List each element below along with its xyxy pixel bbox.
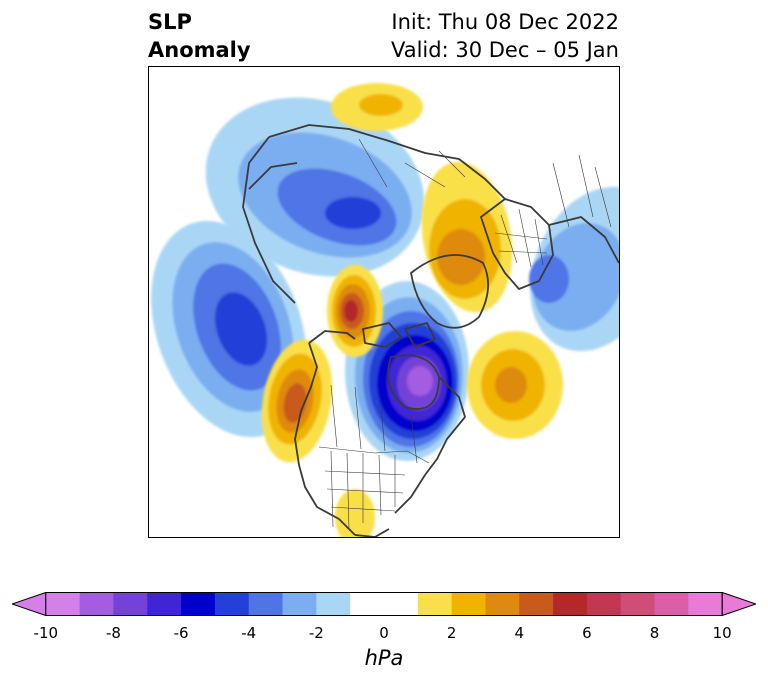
- map-panel: [148, 66, 620, 538]
- colorbar-cell: [147, 592, 182, 616]
- colorbar-tick-label: -4: [241, 624, 257, 642]
- init-date-label: Init: Thu 08 Dec 2022: [391, 10, 619, 34]
- coastlines: [242, 124, 619, 537]
- colorbar-cell: [384, 592, 419, 616]
- valid-date-label: Valid: 30 Dec – 05 Jan: [390, 38, 619, 62]
- anomaly-high-western-canada: [261, 339, 375, 537]
- anomaly-high-greenland: [421, 161, 513, 313]
- anomaly-high-north-atlantic: [467, 331, 563, 439]
- colorbar-cell: [553, 592, 588, 616]
- colorbar-tick-label: 8: [649, 624, 660, 642]
- anomaly-high-arctic: [327, 265, 383, 357]
- colorbar-cell: [688, 592, 723, 616]
- colorbar-tick-label: -6: [173, 624, 189, 642]
- anomaly-high-east-siberia: [331, 83, 423, 131]
- anomaly-low-north-russia: [205, 97, 425, 277]
- colorbar-cell: [45, 592, 81, 616]
- colorbar-cell: [248, 592, 283, 616]
- title-left-line1: SLP: [148, 10, 192, 34]
- title-left-line2: Anomaly: [148, 38, 251, 62]
- colorbar-tick-label: -10: [33, 624, 59, 642]
- colorbar-tick-label: -8: [105, 624, 121, 642]
- colorbar-tick-label: 0: [379, 624, 389, 642]
- colorbar-cell: [451, 592, 486, 616]
- map-title: SLP Anomaly: [148, 8, 251, 64]
- anomaly-low-north-pacific: [151, 220, 307, 438]
- colorbar-cell: [485, 592, 520, 616]
- colorbar: [12, 592, 756, 616]
- colorbar-cell: [316, 592, 351, 616]
- colorbar-cell: [620, 592, 655, 616]
- colorbar-ticks: -10 -8 -6 -4 -2 0 2 4 6 8 10: [0, 624, 768, 644]
- colorbar-cell: [417, 592, 453, 616]
- colorbar-tick-label: 6: [582, 624, 592, 642]
- colorbar-cell: [79, 592, 114, 616]
- colorbar-extend-max: [721, 592, 756, 616]
- map-subtitle: Init: Thu 08 Dec 2022 Valid: 30 Dec – 05…: [391, 8, 619, 64]
- colorbar-unit-label: hPa: [364, 646, 404, 670]
- colorbar-cell: [519, 592, 554, 616]
- anomaly-low-europe: [529, 186, 619, 352]
- country-borders: [318, 138, 612, 530]
- colorbar-tick-label: -2: [308, 624, 324, 642]
- colorbar-tick-label: 2: [446, 624, 457, 642]
- colorbar-extend-min: [12, 592, 47, 616]
- colorbar-cell: [282, 592, 317, 616]
- colorbar-cell: [181, 592, 216, 616]
- colorbar-tick-label: 4: [514, 624, 525, 642]
- colorbar-tick-label: 10: [712, 624, 732, 642]
- colorbar-cell: [586, 592, 622, 616]
- colorbar-cell: [214, 592, 250, 616]
- colorbar-cell: [350, 592, 385, 616]
- anomaly-map: [151, 83, 619, 537]
- colorbar-cell: [113, 592, 148, 616]
- colorbar-cell: [654, 592, 689, 616]
